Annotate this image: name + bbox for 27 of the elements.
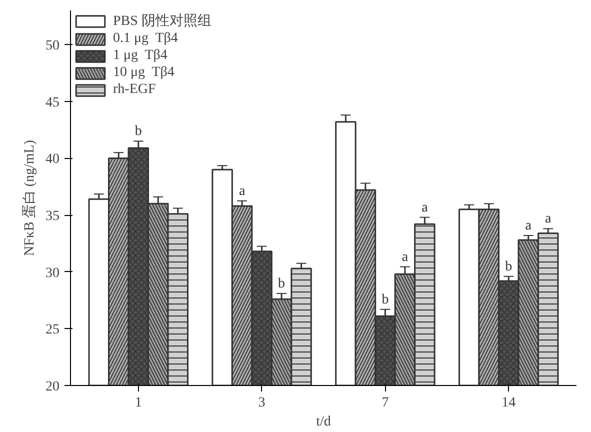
- legend-label: PBS 阴性对照组: [113, 12, 212, 30]
- data-label: b: [505, 259, 512, 274]
- y-tick-label: 25: [46, 322, 60, 338]
- y-tick-label: 30: [46, 266, 60, 281]
- x-tick-label: 7: [382, 396, 389, 410]
- x-axis-title: t/d: [316, 414, 331, 430]
- data-label: a: [545, 212, 552, 227]
- data-label: a: [422, 200, 429, 216]
- x-tick-label: 1: [134, 396, 142, 410]
- y-axis-title: NFκB 蛋白 (ng/mL): [22, 140, 38, 256]
- legend-label: rh-EGF: [113, 82, 156, 98]
- x-tick-label: 14: [502, 396, 516, 410]
- data-label: b: [382, 292, 389, 308]
- y-tick-label: 20: [46, 380, 60, 394]
- data-label: b: [278, 276, 286, 292]
- y-tick-label: 40: [46, 152, 60, 168]
- y-tick-label: 35: [46, 209, 60, 224]
- data-label: a: [525, 218, 532, 234]
- x-tick-label: 3: [258, 396, 266, 410]
- legend-label: 0.1 μg Tβ4: [113, 31, 178, 47]
- legend-label: 10 μg Tβ4: [113, 65, 174, 81]
- y-tick-label: 45: [46, 95, 60, 110]
- data-label: a: [402, 250, 409, 265]
- data-label: b: [134, 124, 142, 140]
- legend-label: 1 μg Tβ4: [113, 48, 168, 64]
- y-tick-label: 50: [46, 38, 60, 54]
- data-label: a: [238, 184, 246, 199]
